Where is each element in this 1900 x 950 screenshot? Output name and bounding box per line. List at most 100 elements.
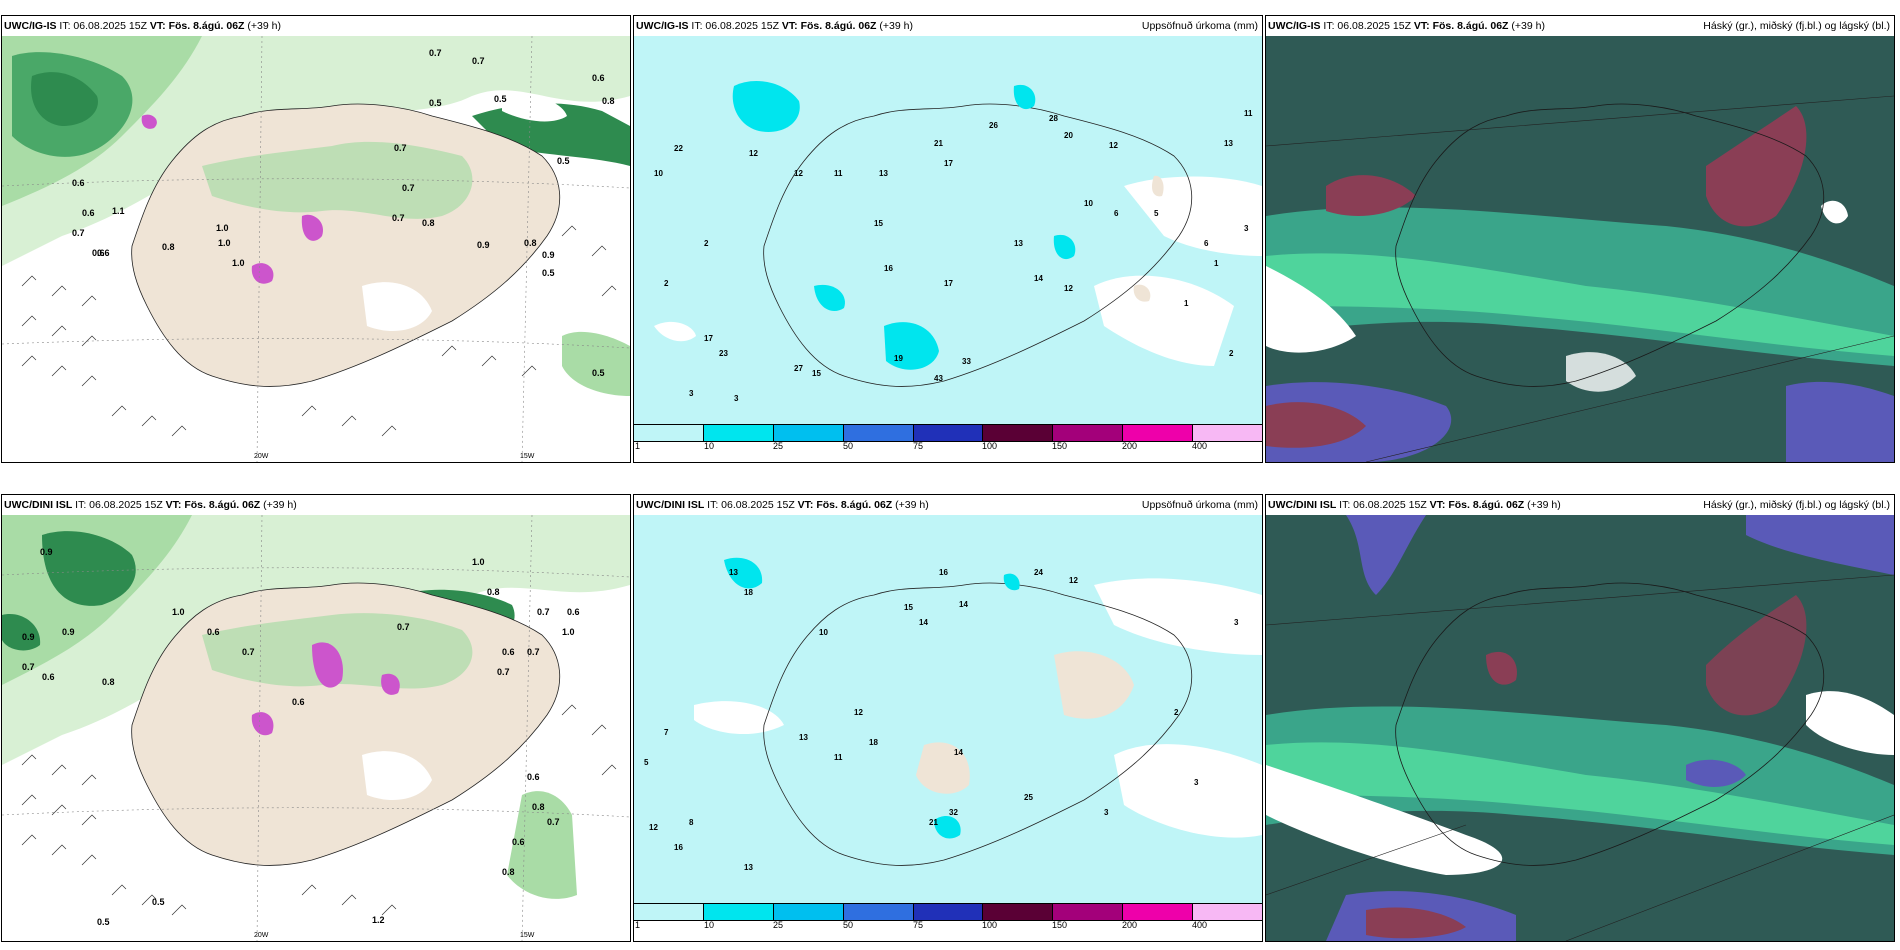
svg-text:0.6: 0.6 bbox=[512, 837, 525, 847]
init-time: IT: 06.08.2025 15Z bbox=[75, 499, 163, 511]
colorbar-tick: 10 bbox=[704, 920, 715, 930]
svg-text:0.8: 0.8 bbox=[487, 587, 500, 597]
colorbar-tick: 150 bbox=[1052, 920, 1068, 930]
valid-time: Fös. 8.ágú. 06Z bbox=[168, 20, 245, 32]
valid-label: VT: bbox=[165, 499, 182, 511]
colorbar-tick: 100 bbox=[982, 441, 998, 451]
svg-text:3: 3 bbox=[734, 394, 739, 403]
svg-text:0.6: 0.6 bbox=[207, 627, 220, 637]
svg-text:3: 3 bbox=[1104, 808, 1109, 817]
lead-time: (+39 h) bbox=[895, 499, 929, 511]
svg-text:0.7: 0.7 bbox=[497, 667, 510, 677]
colorbar-swatch bbox=[1193, 425, 1262, 441]
svg-text:13: 13 bbox=[729, 568, 738, 577]
colorbar-swatch bbox=[773, 904, 844, 920]
svg-text:32: 32 bbox=[949, 808, 958, 817]
svg-text:5: 5 bbox=[644, 758, 649, 767]
svg-text:22: 22 bbox=[674, 144, 683, 153]
svg-text:16: 16 bbox=[884, 264, 893, 273]
svg-text:23: 23 bbox=[719, 349, 728, 358]
colorbar-swatch bbox=[1123, 904, 1194, 920]
svg-text:0.8: 0.8 bbox=[162, 242, 175, 252]
grid-label-15w: 15W bbox=[520, 932, 535, 939]
valid-label: VT: bbox=[781, 20, 798, 32]
svg-text:12: 12 bbox=[794, 169, 803, 178]
svg-text:0.7: 0.7 bbox=[392, 213, 405, 223]
svg-text:18: 18 bbox=[744, 588, 753, 597]
svg-text:1.0: 1.0 bbox=[232, 258, 245, 268]
svg-text:0.8: 0.8 bbox=[502, 867, 515, 877]
svg-text:5: 5 bbox=[1154, 209, 1159, 218]
svg-text:0.5: 0.5 bbox=[152, 897, 165, 907]
svg-text:2: 2 bbox=[664, 279, 669, 288]
colorbar-tick: 10 bbox=[704, 441, 715, 451]
svg-text:7: 7 bbox=[664, 728, 669, 737]
model-name: UWC/IG-IS bbox=[4, 20, 57, 32]
colorbar-tick: 25 bbox=[773, 920, 784, 930]
svg-text:2: 2 bbox=[704, 239, 709, 248]
svg-text:0.6: 0.6 bbox=[82, 208, 95, 218]
svg-text:0.6: 0.6 bbox=[92, 248, 105, 258]
init-time: IT: 06.08.2025 15Z bbox=[59, 20, 147, 32]
colorbar-swatch bbox=[1053, 425, 1124, 441]
svg-text:13: 13 bbox=[879, 169, 888, 178]
precip-colorbar: 1 10 25 50 75 100 150 200 400 bbox=[634, 424, 1262, 462]
grid-label-20w: 20W bbox=[254, 453, 269, 460]
map-canvas: 0.90.9 0.9 0.70.6 0.8 1.00.61.0 0.80.7 0.6 … bbox=[2, 515, 630, 941]
init-time: IT: 06.08.2025 15Z bbox=[1339, 499, 1427, 511]
panel-accum-precip-dini: UWC/DINI ISL IT: 06.08.2025 15Z VT: Fös.… bbox=[633, 494, 1263, 942]
svg-text:0.7: 0.7 bbox=[472, 56, 485, 66]
svg-text:11: 11 bbox=[834, 169, 843, 178]
svg-text:0.7: 0.7 bbox=[394, 143, 407, 153]
colorbar-swatch bbox=[983, 425, 1054, 441]
svg-text:0.7: 0.7 bbox=[22, 662, 35, 672]
svg-text:2: 2 bbox=[1174, 708, 1179, 717]
valid-label: VT: bbox=[1413, 20, 1430, 32]
lead-time: (+39 h) bbox=[263, 499, 297, 511]
colorbar-swatch bbox=[703, 425, 774, 441]
colorbar-tick: 150 bbox=[1052, 441, 1068, 451]
init-time: IT: 06.08.2025 15Z bbox=[691, 20, 779, 32]
lead-time: (+39 h) bbox=[879, 20, 913, 32]
colorbar-tick: 75 bbox=[913, 920, 924, 930]
svg-text:14: 14 bbox=[954, 748, 963, 757]
svg-text:6: 6 bbox=[1204, 239, 1209, 248]
valid-label: VT: bbox=[1429, 499, 1446, 511]
colorbar-swatch bbox=[703, 904, 774, 920]
panel-header: UWC/DINI ISL IT: 06.08.2025 15Z VT: Fös.… bbox=[634, 495, 1262, 515]
colorbar-tick: 75 bbox=[913, 441, 924, 451]
accum-precip-map: 13 18 16 24 12 10 15 14 12 18 11 21 32 25 13 12 16 1… bbox=[634, 515, 1262, 903]
svg-text:12: 12 bbox=[854, 708, 863, 717]
svg-text:11: 11 bbox=[834, 753, 843, 762]
grid-label-20w: 20W bbox=[254, 932, 269, 939]
model-name: UWC/IG-IS bbox=[636, 20, 689, 32]
svg-text:0.6: 0.6 bbox=[72, 178, 85, 188]
svg-text:0.6: 0.6 bbox=[97, 248, 110, 258]
colorbar-swatch bbox=[1123, 425, 1194, 441]
valid-time: Fös. 8.ágú. 06Z bbox=[184, 499, 261, 511]
colorbar-swatch bbox=[1193, 904, 1262, 920]
colorbar-tick: 1 bbox=[635, 920, 641, 930]
colorbar-tick: 1 bbox=[635, 441, 641, 451]
panel-clouds-ig: UWC/IG-IS IT: 06.08.2025 15Z VT: Fös. 8.… bbox=[1265, 15, 1895, 463]
colorbar-swatch bbox=[913, 425, 984, 441]
map-canvas: 0.70.70.6 0.5 0.80.5 0.70.50.8 0.90.61.0 … bbox=[2, 36, 630, 462]
model-name: UWC/DINI ISL bbox=[4, 499, 73, 511]
lead-time: (+39 h) bbox=[247, 20, 281, 32]
accum-precip-map: 22 10 12 12 11 13 21 17 26 28 20 12 13 11 17 23 27 1… bbox=[634, 36, 1262, 424]
svg-text:0.7: 0.7 bbox=[429, 48, 442, 58]
svg-text:0.7: 0.7 bbox=[242, 647, 255, 657]
svg-text:10: 10 bbox=[1084, 199, 1093, 208]
wind-precip-map: 0.9 0.9 0.9 0.7 0.6 0.8 1.0 0.6 1.0 0.8 0.7 0.6 … bbox=[2, 515, 630, 941]
svg-text:0.9: 0.9 bbox=[22, 632, 35, 642]
init-time: IT: 06.08.2025 15Z bbox=[1323, 20, 1411, 32]
valid-time: Fös. 8.ágú. 06Z bbox=[1448, 499, 1525, 511]
svg-text:6: 6 bbox=[1114, 209, 1119, 218]
colorbar-swatches bbox=[634, 903, 1262, 921]
svg-text:11: 11 bbox=[1244, 109, 1253, 118]
svg-text:10: 10 bbox=[654, 169, 663, 178]
panel-header: UWC/IG-IS IT: 06.08.2025 15Z VT: Fös. 8.… bbox=[2, 16, 630, 36]
panel-header: UWC/IG-IS IT: 06.08.2025 15Z VT: Fös. 8.… bbox=[634, 16, 1262, 36]
field-title: Uppsöfnuð úrkoma (mm) bbox=[1141, 499, 1258, 511]
